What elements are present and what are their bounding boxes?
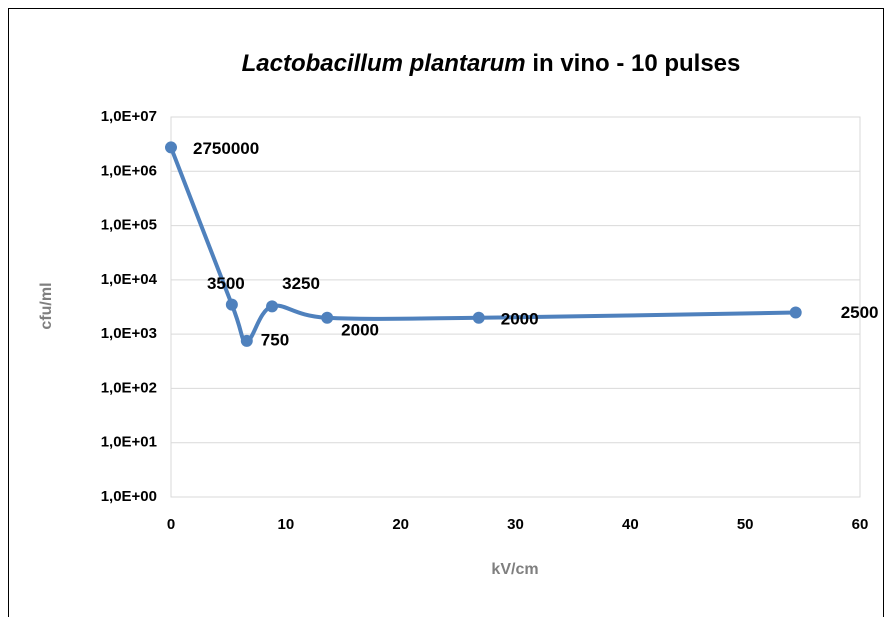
x-tick-label: 20: [392, 516, 409, 533]
y-tick-label: 1,0E+06: [101, 162, 157, 179]
y-tick-label: 1,0E+07: [101, 108, 157, 125]
y-tick-label: 1,0E+05: [101, 217, 157, 234]
data-label: 2000: [341, 320, 379, 339]
x-tick-label: 60: [852, 516, 869, 533]
y-tick-label: 1,0E+00: [101, 488, 157, 505]
data-point: [266, 300, 279, 313]
y-tick-label: 1,0E+04: [101, 271, 158, 288]
y-tick-label: 1,0E+03: [101, 325, 157, 342]
plot-border: [170, 116, 861, 498]
x-tick-label: 0: [167, 516, 175, 533]
data-point: [165, 141, 177, 154]
chart-frame: [8, 8, 884, 617]
data-label: 3250: [282, 274, 320, 293]
data-label: 750: [261, 330, 289, 349]
x-tick-label: 30: [507, 516, 524, 533]
data-label: 2000: [501, 309, 539, 328]
data-point: [321, 311, 334, 324]
y-tick-label: 1,0E+02: [101, 379, 157, 396]
data-point: [225, 298, 238, 311]
data-label: 3500: [207, 274, 245, 293]
y-tick-label: 1,0E+01: [101, 434, 157, 451]
title-part: Lactobacillum plantarum: [242, 50, 526, 77]
y-axis-title: cfu/ml: [38, 282, 55, 329]
title-part: in vino - 10 pulses: [526, 50, 741, 77]
data-point: [240, 334, 253, 347]
x-tick-label: 50: [737, 516, 754, 533]
x-tick-label: 40: [622, 516, 639, 533]
x-axis-title: kV/cm: [491, 561, 538, 578]
chart-title: Lactobacillum plantarum in vino - 10 pul…: [242, 50, 741, 77]
data-point: [472, 311, 485, 324]
data-point: [789, 306, 802, 319]
data-label: 2750000: [193, 139, 259, 158]
series-line: [169, 146, 796, 343]
x-tick-label: 10: [277, 516, 294, 533]
data-label: 2500: [841, 303, 879, 322]
